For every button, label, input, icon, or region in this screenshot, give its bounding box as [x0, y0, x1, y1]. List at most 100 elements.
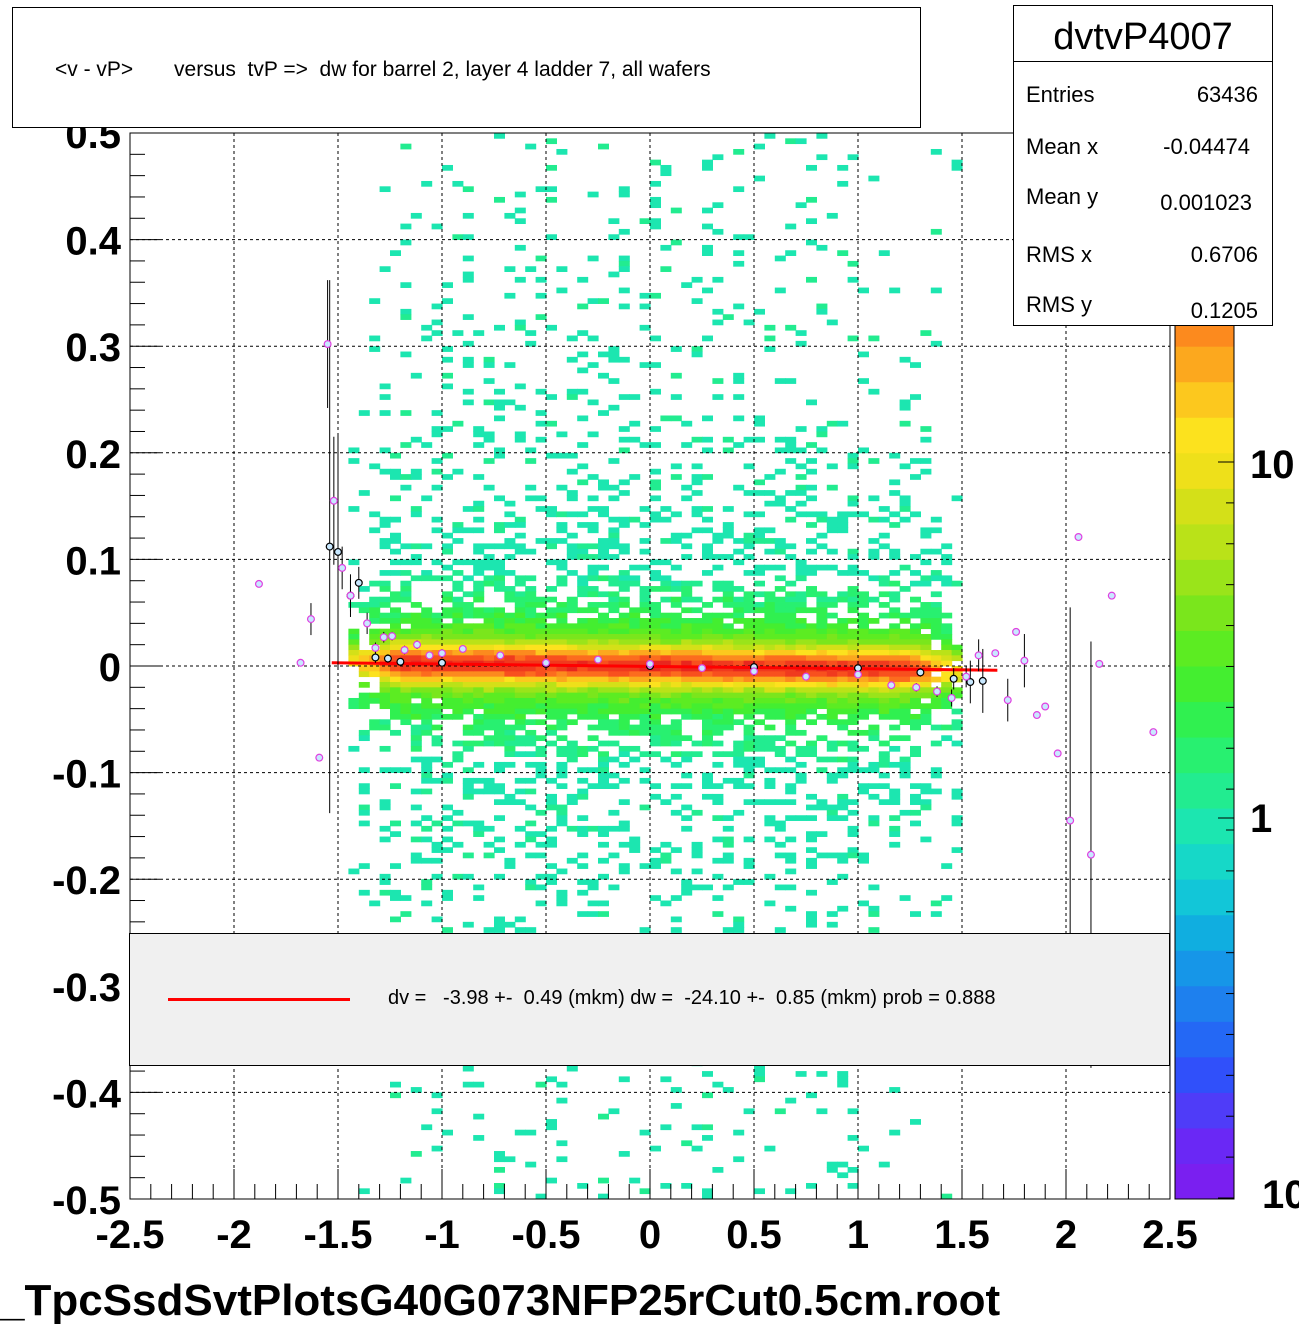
heatmap-cell: [546, 879, 557, 885]
heatmap-cell: [733, 916, 745, 923]
heatmap-cell: [754, 538, 765, 544]
heatmap-cell: [639, 618, 651, 624]
heatmap-cell: [546, 793, 557, 800]
heatmap-cell: [431, 916, 443, 923]
heatmap-cell: [494, 692, 505, 699]
heatmap-cell: [556, 564, 568, 571]
heatmap-cell: [504, 628, 516, 635]
heatmap-cell: [712, 873, 724, 880]
heatmap-cell: [608, 628, 620, 635]
heatmap-cell: [795, 713, 807, 720]
heatmap-cell: [660, 415, 672, 422]
heatmap-cell: [795, 692, 807, 699]
heatmap-cell: [910, 639, 921, 646]
heatmap-cell: [400, 612, 412, 619]
heatmap-cell: [650, 751, 661, 758]
heatmap-cell: [546, 1124, 557, 1131]
heatmap-cell: [837, 857, 849, 864]
heatmap-cell: [754, 756, 765, 763]
heatmap-cell: [618, 751, 630, 758]
heatmap-cell: [806, 468, 817, 475]
heatmap-cell: [629, 516, 641, 523]
heatmap-cell: [722, 527, 734, 534]
heatmap-cell: [556, 889, 568, 896]
heatmap-cell: [390, 591, 401, 598]
heatmap-cell: [889, 607, 901, 614]
heatmap-cell: [598, 1177, 609, 1184]
heatmap-cell: [556, 607, 568, 614]
heatmap-cell: [837, 724, 849, 731]
heatmap-cell: [733, 761, 745, 768]
heatmap-cell: [702, 660, 713, 667]
heatmap-cell: [514, 735, 526, 742]
profile-point-magenta: [541, 658, 550, 667]
heatmap-cell: [618, 634, 630, 640]
x-tick-labels: -2.5 -2 -1.5 -1 -0.5 0 0.5 1 1.5 2 2.5: [96, 1213, 1198, 1257]
heatmap-cell: [754, 644, 765, 651]
heatmap-cell: [816, 767, 828, 773]
heatmap-cell: [733, 756, 745, 763]
heatmap-cell: [462, 873, 474, 880]
heatmap-cell: [410, 681, 422, 688]
heatmap-cell: [899, 895, 911, 901]
heatmap-cell: [910, 809, 921, 816]
heatmap-cell: [546, 836, 557, 843]
heatmap-cell: [379, 825, 391, 832]
heatmap-cell: [785, 442, 797, 448]
heatmap-cell: [878, 655, 890, 662]
heatmap-cell: [754, 527, 765, 534]
heatmap-cell: [795, 628, 807, 635]
heatmap-cell: [847, 825, 859, 832]
heatmap-cell: [691, 847, 703, 853]
heatmap-cell: [494, 452, 505, 459]
heatmap-cell: [525, 708, 537, 715]
heatmap-cell: [847, 628, 859, 635]
heatmap-cell: [390, 713, 401, 720]
heatmap-cell: [535, 623, 547, 630]
heatmap-cell: [806, 522, 817, 528]
heatmap-cell: [525, 484, 537, 491]
heatmap-cell: [566, 687, 578, 694]
heatmap-cell: [598, 484, 609, 491]
heatmap-cell: [774, 676, 786, 683]
heatmap-cell: [421, 815, 433, 821]
heatmap-cell: [514, 740, 526, 747]
heatmap-cell: [618, 522, 630, 528]
heatmap-cell: [785, 713, 797, 720]
heatmap-cell: [358, 671, 370, 678]
heatmap-cell: [442, 927, 453, 933]
heatmap-cell: [598, 538, 609, 544]
heatmap-cell: [473, 655, 485, 662]
heatmap-cell: [535, 745, 547, 752]
heatmap-cell: [639, 442, 651, 448]
heatmap-cell: [618, 260, 630, 267]
heatmap-cell: [618, 548, 630, 555]
heatmap-cell: [629, 1177, 641, 1184]
heatmap-cell: [608, 692, 620, 699]
profile-point-magenta: [388, 632, 397, 641]
heatmap-cell: [702, 244, 713, 251]
heatmap-cell: [650, 607, 661, 614]
heatmap-cell: [660, 266, 672, 272]
heatmap-cell: [483, 484, 495, 491]
heatmap-cell: [442, 681, 453, 688]
heatmap-cell: [889, 623, 901, 630]
heatmap-cell: [806, 740, 817, 747]
heatmap-cell: [577, 767, 589, 773]
heatmap-cell: [743, 745, 755, 752]
heatmap-cell: [712, 628, 724, 635]
heatmap-cell: [598, 298, 609, 304]
heatmap-cell: [504, 644, 516, 651]
heatmap-cell: [691, 511, 703, 518]
heatmap-cell: [410, 836, 422, 843]
heatmap-cell: [764, 500, 776, 507]
heatmap-cell: [660, 586, 672, 592]
heatmap-cell: [920, 634, 932, 640]
heatmap-cell: [462, 527, 474, 534]
heatmap-cell: [410, 756, 422, 763]
heatmap-cell: [847, 260, 859, 267]
heatmap-cell: [785, 436, 797, 443]
heatmap-cell: [462, 676, 474, 683]
heatmap-cell: [566, 671, 578, 678]
